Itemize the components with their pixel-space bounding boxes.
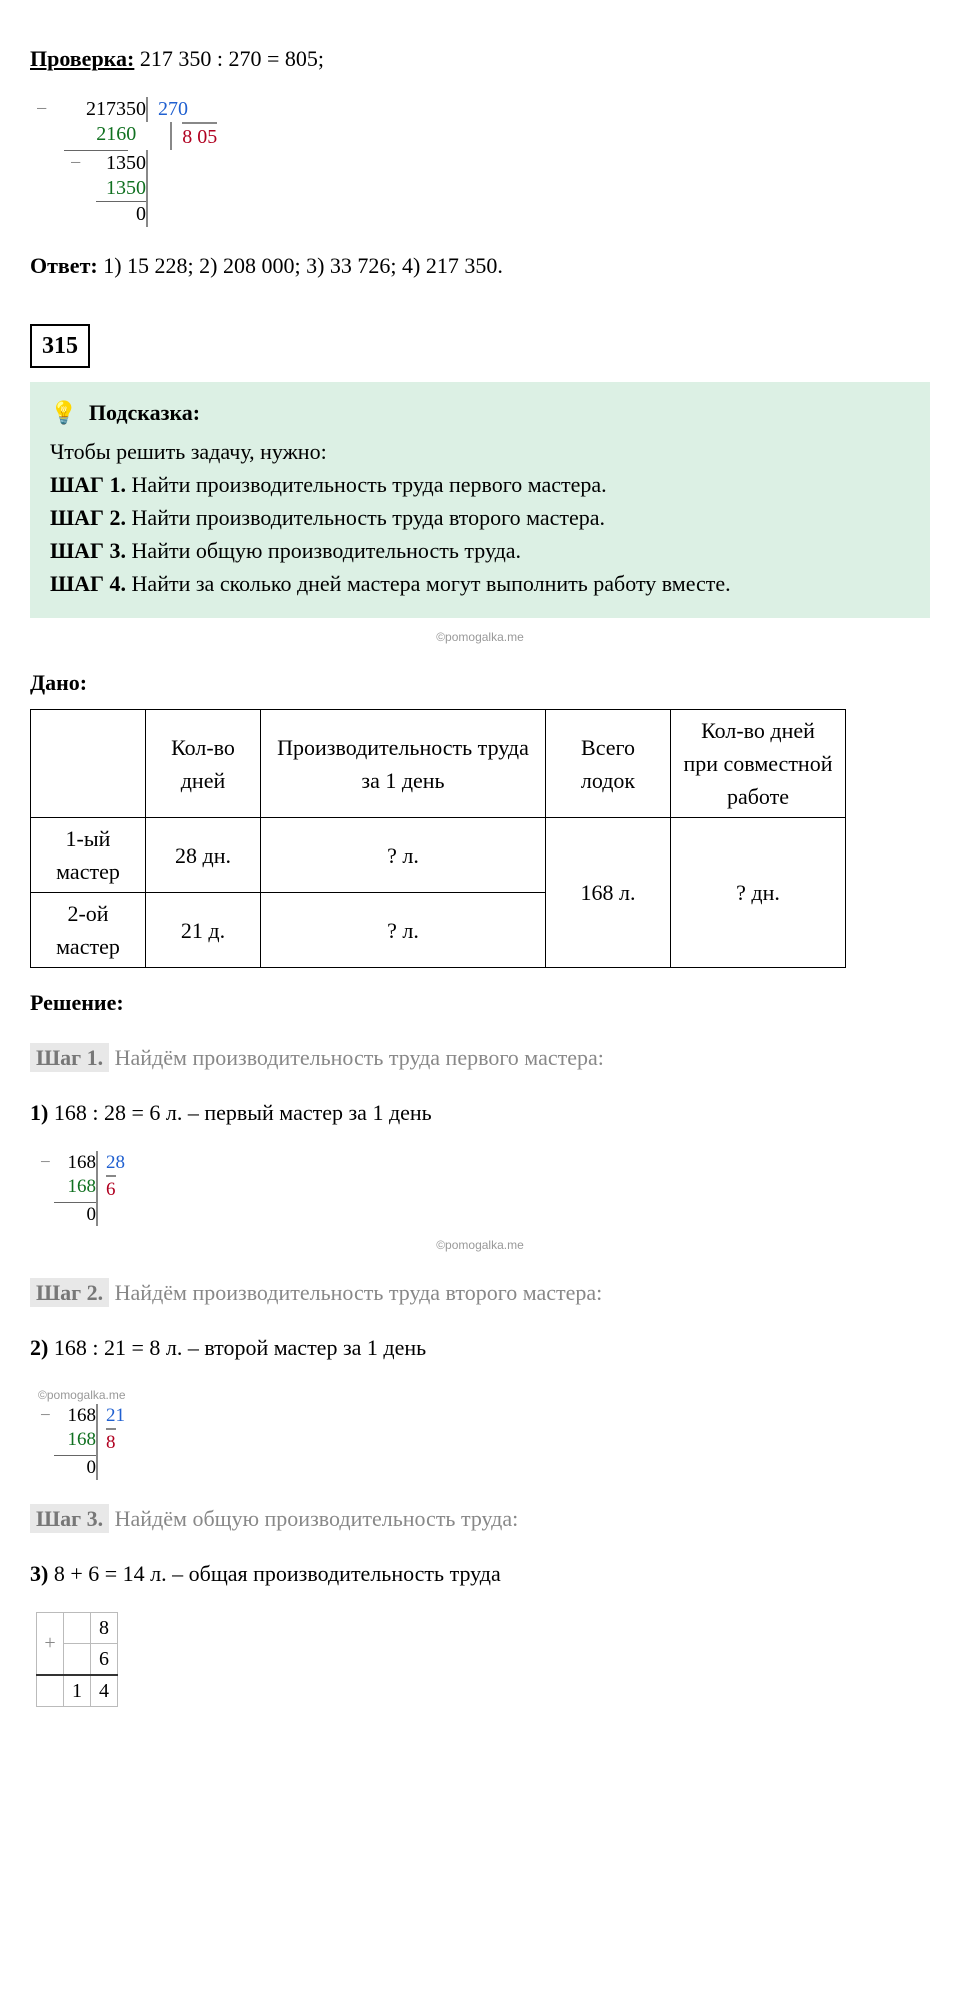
add-a-tens [64,1612,91,1643]
hint-box: 💡 Подсказка: Чтобы решить задачу, нужно:… [30,382,930,618]
dano-label: Дано: [30,666,930,699]
r2-days: 21 д. [146,893,261,968]
ld1-remainder: 0 [136,203,146,225]
column-addition: + 8 6 1 4 [36,1612,118,1707]
dano-table: Кол-во дней Производительность труда за … [30,709,846,968]
hint-step-4-label: ШАГ 4. [50,571,126,596]
step3-num: 3) [30,1561,48,1586]
answer-line: Ответ: 1) 15 228; 2) 208 000; 3) 33 726;… [30,249,930,282]
proverka-label: Проверка: [30,46,134,71]
step1-expr: 168 : 28 = 6 л. – первый мастер за 1 ден… [54,1100,432,1125]
th-4: Кол-во дней при совместной работе [671,710,846,818]
step3-expr-line: 3) 8 + 6 = 14 л. – общая производительно… [30,1557,930,1590]
step1-num: 1) [30,1100,48,1125]
hint-step-3: ШАГ 3. Найти общую производительность тр… [50,534,910,567]
sd2-remainder: 0 [87,1457,97,1478]
hint-step-3-text: Найти общую производительность труда. [132,538,521,563]
r1-days: 28 дн. [146,818,261,893]
watermark-1: ©pomogalka.me [30,628,930,646]
add-b-ones: 6 [91,1643,118,1675]
r2-prod: ? л. [261,893,546,968]
step2-expr: 168 : 21 = 8 л. – второй мастер за 1 ден… [54,1335,426,1360]
sd1-quotient: 6 [106,1175,116,1202]
step3-expr: 8 + 6 = 14 л. – общая производительность… [54,1561,501,1586]
ld1-sub1: 2160 [96,123,136,145]
joint-days: ? дн. [671,818,846,968]
ld1-divisor: 270 [158,98,188,120]
hint-intro: Чтобы решить задачу, нужно: [50,435,910,468]
hint-step-4-text: Найти за сколько дней мастера могут выпо… [132,571,731,596]
step3-tag: Шаг 3. [30,1504,109,1533]
step2-expr-line: 2) 168 : 21 = 8 л. – второй мастер за 1 … [30,1331,930,1364]
solution-label: Решение: [30,986,930,1019]
small-division-1: −168 28 168 6 0 [40,1151,170,1226]
watermark-2: ©pomogalka.me [30,1236,930,1254]
sd2-divisor: 21 [106,1405,125,1426]
answer-label: Ответ: [30,253,98,278]
th-2: Производительность труда за 1 день [261,710,546,818]
sd2-sub: 168 [68,1429,97,1450]
th-0 [31,710,146,818]
step1-tag: Шаг 1. [30,1043,109,1072]
hint-step-1-text: Найти производительность труда первого м… [132,472,607,497]
add-b-tens [64,1643,91,1675]
sd1-sub: 168 [68,1176,97,1197]
add-s-ones: 4 [91,1675,118,1707]
bulb-icon: 💡 [50,400,77,425]
table-header-row: Кол-во дней Производительность труда за … [31,710,846,818]
r1-prod: ? л. [261,818,546,893]
step3-desc: Найдём общую производительность труда: [115,1506,519,1531]
small-division-2: −168 21 168 8 0 [40,1404,170,1479]
sd2-quotient: 8 [106,1428,116,1455]
step2-desc: Найдём производительность труда второго … [115,1280,603,1305]
add-s-tens: 1 [64,1675,91,1707]
add-a-ones: 8 [91,1612,118,1643]
hint-title: Подсказка: [89,400,200,425]
step1-expr-line: 1) 168 : 28 = 6 л. – первый мастер за 1 … [30,1096,930,1129]
table-row: 1-ый мастер 28 дн. ? л. 168 л. ? дн. [31,818,846,893]
hint-step-4: ШАГ 4. Найти за сколько дней мастера мог… [50,567,910,600]
sd1-remainder: 0 [87,1204,97,1225]
sd1-dividend: 168 [68,1152,97,1173]
long-division-1: −217350 270 2160 8 05 −1350 1350 0 [36,97,246,227]
step2-tag: Шаг 2. [30,1278,109,1307]
hint-step-3-label: ШАГ 3. [50,538,126,563]
hint-step-2: ШАГ 2. Найти производительность труда вт… [50,501,910,534]
hint-title-row: 💡 Подсказка: [50,396,910,429]
step3-line: Шаг 3. Найдём общую производительность т… [30,1502,930,1535]
ld1-quotient: 8 05 [182,122,217,150]
sd2-dividend: 168 [68,1405,97,1426]
hint-step-2-text: Найти производительность труда второго м… [132,505,606,530]
add-op: + [37,1612,64,1675]
proverka-expr: 217 350 : 270 = 805; [140,46,324,71]
total-boats: 168 л. [546,818,671,968]
watermark-3: ©pomogalka.me [30,1386,930,1404]
hint-step-2-label: ШАГ 2. [50,505,126,530]
th-1: Кол-во дней [146,710,261,818]
ld1-dividend: 217350 [86,98,146,120]
step1-line: Шаг 1. Найдём производительность труда п… [30,1041,930,1074]
step2-num: 2) [30,1335,48,1360]
ld1-sub2: 1350 [106,177,146,199]
r1-name: 1-ый мастер [31,818,146,893]
sd1-divisor: 28 [106,1152,125,1173]
proverka-line: Проверка: 217 350 : 270 = 805; [30,42,930,75]
task-number: 315 [30,324,90,368]
answer-text: 1) 15 228; 2) 208 000; 3) 33 726; 4) 217… [103,253,503,278]
th-3: Всего лодок [546,710,671,818]
step1-desc: Найдём производительность труда первого … [115,1045,604,1070]
r2-name: 2-ой мастер [31,893,146,968]
hint-step-1-label: ШАГ 1. [50,472,126,497]
step2-line: Шаг 2. Найдём производительность труда в… [30,1276,930,1309]
hint-step-1: ШАГ 1. Найти производительность труда пе… [50,468,910,501]
ld1-bring1: 1350 [106,152,146,174]
